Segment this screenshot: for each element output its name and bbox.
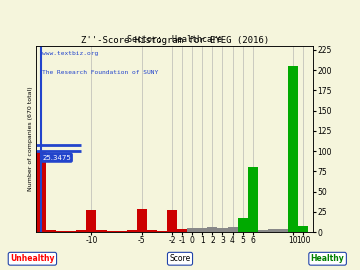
Bar	[46, 230, 56, 232]
Text: www.textbiz.org: www.textbiz.org	[41, 52, 98, 56]
Bar	[268, 229, 278, 232]
Title: Z''-Score Histogram for EYEG (2016): Z''-Score Histogram for EYEG (2016)	[81, 36, 269, 45]
Bar	[258, 230, 268, 232]
Bar	[66, 231, 76, 232]
Bar	[96, 230, 107, 232]
Y-axis label: Number of companies (670 total): Number of companies (670 total)	[28, 87, 33, 191]
Text: Sector:  Healthcare: Sector: Healthcare	[127, 35, 222, 44]
Bar	[197, 228, 207, 232]
Bar	[217, 228, 228, 232]
Bar	[76, 230, 86, 232]
Bar	[137, 209, 147, 232]
Bar	[107, 231, 117, 232]
Bar	[187, 228, 197, 232]
Text: 25.3475: 25.3475	[42, 155, 71, 161]
Bar	[228, 227, 238, 232]
Bar	[248, 167, 258, 232]
Bar	[157, 231, 167, 232]
Text: Unhealthy: Unhealthy	[10, 254, 55, 263]
Bar	[278, 229, 288, 232]
Bar	[298, 226, 308, 232]
Bar	[207, 227, 217, 232]
Bar	[238, 218, 248, 232]
Bar	[36, 151, 46, 232]
Bar	[56, 231, 66, 232]
Text: Healthy: Healthy	[311, 254, 345, 263]
Bar	[127, 230, 137, 232]
Bar	[147, 230, 157, 232]
Text: Score: Score	[169, 254, 191, 263]
Bar	[167, 210, 177, 232]
Text: The Research Foundation of SUNY: The Research Foundation of SUNY	[41, 70, 158, 75]
Bar	[288, 66, 298, 232]
Bar	[86, 210, 96, 232]
Bar	[117, 231, 127, 232]
Bar	[177, 229, 187, 232]
